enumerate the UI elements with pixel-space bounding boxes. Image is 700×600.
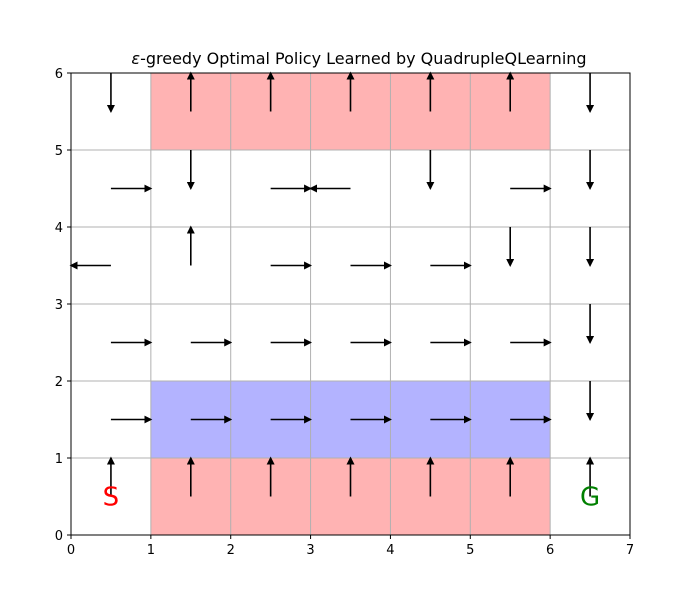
x-tick-label: 7 (626, 543, 634, 558)
y-tick-label: 3 (55, 298, 63, 313)
y-tick-label: 2 (55, 375, 63, 390)
x-tick-label: 3 (306, 543, 314, 558)
x-tick-label: 1 (147, 543, 155, 558)
y-tick-label: 1 (55, 452, 63, 467)
chart-title: ε-greedy Optimal Policy Learned by Quadr… (131, 49, 586, 68)
y-tick-label: 6 (55, 67, 63, 82)
x-tick-label: 4 (386, 543, 394, 558)
x-axis-ticks: 0 1 2 3 4 5 6 7 (67, 535, 634, 558)
y-axis-ticks: 0 1 2 3 4 5 6 (55, 67, 71, 544)
x-tick-label: 0 (67, 543, 75, 558)
start-marker: S (103, 483, 120, 513)
x-tick-label: 2 (227, 543, 235, 558)
x-tick-label: 6 (546, 543, 554, 558)
chart-title-epsilon: ε (131, 49, 140, 68)
goal-marker: G (580, 483, 600, 513)
x-tick-label: 5 (466, 543, 474, 558)
chart-title-text: -greedy Optimal Policy Learned by Quadru… (140, 49, 586, 68)
y-tick-label: 4 (55, 221, 63, 236)
arrows-layer (69, 71, 595, 497)
y-tick-label: 0 (55, 529, 63, 544)
y-tick-label: 5 (55, 144, 63, 159)
